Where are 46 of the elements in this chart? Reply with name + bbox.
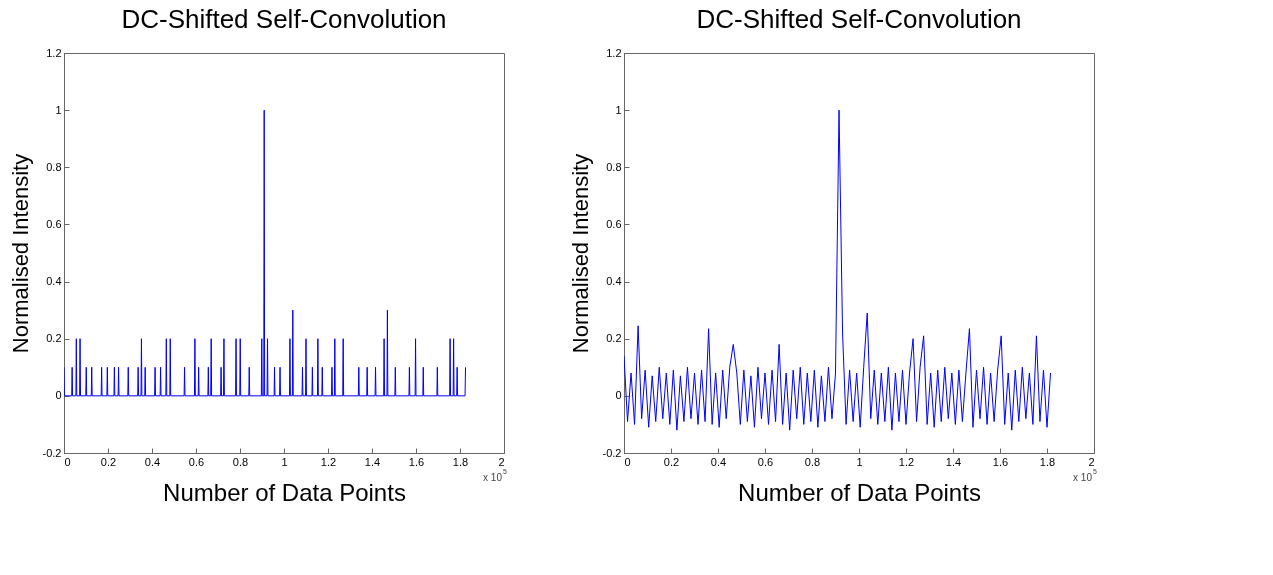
x-tick-label: 1.2 (898, 455, 915, 468)
x-tick-label: 0.4 (144, 455, 161, 468)
y-tick-label: 0 (615, 389, 622, 402)
y-tick-label: 0.8 (606, 160, 622, 173)
y-tick-label: -0.2 (602, 446, 622, 459)
line-series (64, 109, 466, 397)
x-tick-label: 1.6 (992, 455, 1009, 468)
chart-title: DC-Shifted Self-Convolution (696, 4, 1022, 34)
y-tick-label: 1 (55, 103, 62, 116)
x-tick-label: 1.4 (364, 455, 381, 468)
line-series (624, 109, 1052, 431)
y-tick-label: 0.6 (606, 217, 622, 230)
x-tick-label: 1 (281, 455, 288, 468)
y-tick-label: 0 (55, 389, 62, 402)
x-tick-label: 1.8 (1039, 455, 1056, 468)
y-tick-label: 0.6 (46, 217, 62, 230)
y-tick-label: 0.2 (46, 332, 62, 345)
x-tick-label: 0.2 (663, 455, 680, 468)
y-axis-title: Normalised Intensity (7, 153, 33, 354)
x-tick-label: 1.2 (320, 455, 337, 468)
x-axis-title: Number of Data Points (738, 478, 981, 506)
y-tick-label: 0.8 (46, 160, 62, 173)
x-tick-label: 1 (856, 455, 863, 468)
x-tick-label: 2 (498, 455, 505, 468)
y-axis-title: Normalised Intensity (567, 153, 593, 354)
y-tick-label: 1.2 (46, 46, 62, 59)
y-tick-label: 0.4 (46, 275, 62, 288)
x-tick-label: 0.8 (232, 455, 249, 468)
x-tick-label: 0.4 (710, 455, 727, 468)
x-tick-label: 0.6 (757, 455, 774, 468)
chart-title: DC-Shifted Self-Convolution (121, 4, 447, 34)
x-tick-label: 0.6 (188, 455, 205, 468)
y-tick-label: 0.4 (606, 275, 622, 288)
x-axis-title: Number of Data Points (163, 478, 406, 506)
y-tick-label: -0.2 (42, 446, 62, 459)
y-tick-label: 1.2 (606, 46, 622, 59)
y-tick-label: 0.2 (606, 332, 622, 345)
x-tick-label: 0.8 (804, 455, 821, 468)
x-tick-label: 2 (1088, 455, 1095, 468)
x-tick-label: 0 (64, 455, 71, 468)
x-tick-label: 1.4 (945, 455, 962, 468)
x-tick-label: 1.8 (452, 455, 469, 468)
x-tick-label: 1.6 (408, 455, 425, 468)
x-tick-label: 0.2 (100, 455, 117, 468)
y-tick-label: 1 (615, 103, 622, 116)
x-tick-label: 0 (624, 455, 631, 468)
